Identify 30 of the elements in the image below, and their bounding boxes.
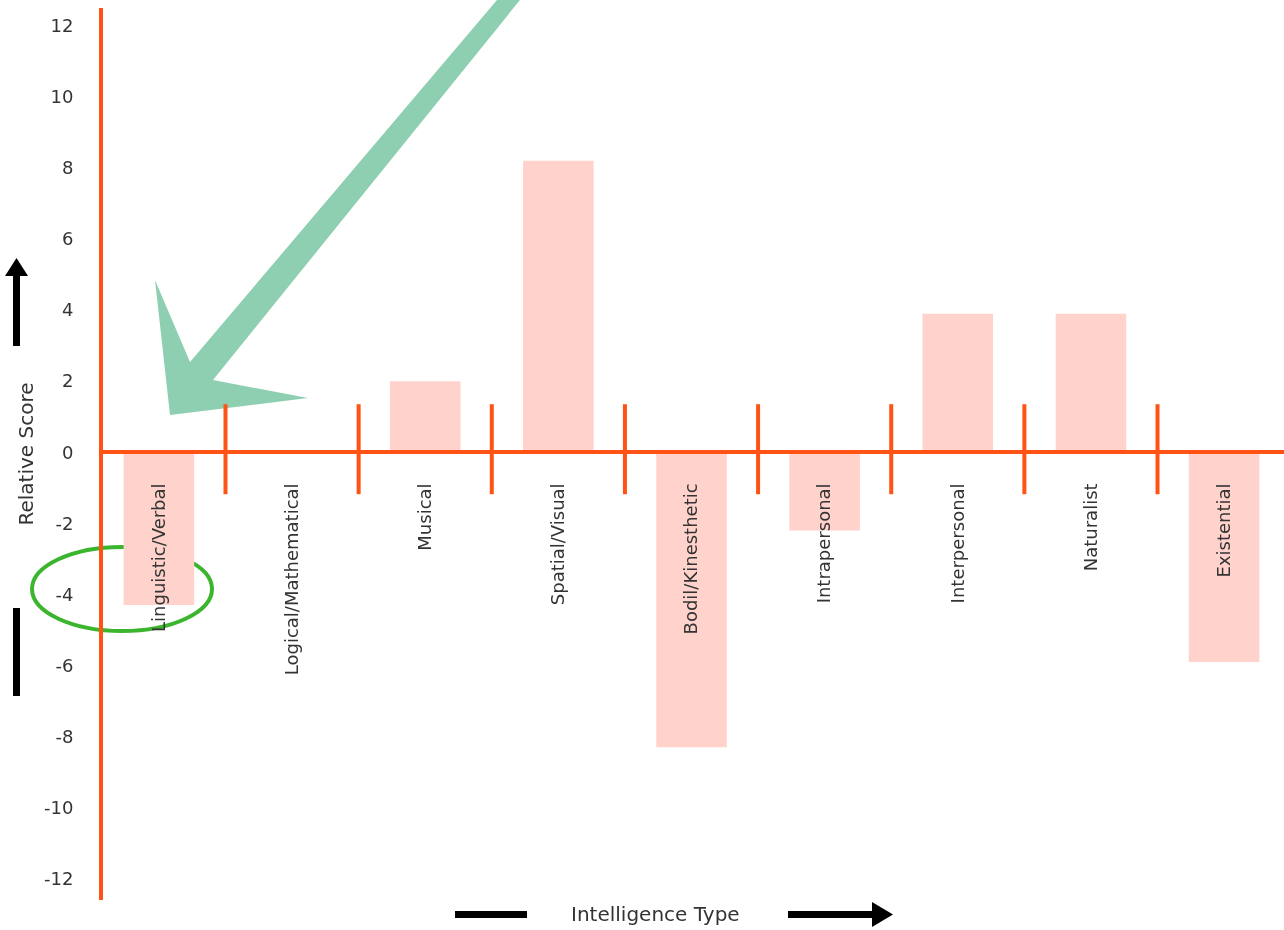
y-tick-label: -2 — [55, 512, 74, 534]
x-axis-title: Intelligence Type — [571, 902, 740, 926]
x-tick-label: Naturalist — [1079, 483, 1101, 572]
bar — [389, 381, 461, 453]
y-tick-label: 0 — [61, 441, 74, 463]
x-tick-label: Existential — [1212, 483, 1234, 578]
y-tick-label: -4 — [55, 583, 74, 605]
y-tick-label: -8 — [55, 725, 74, 747]
x-tick-label: Linguistic/Verbal — [147, 483, 169, 632]
y-tick-label: 4 — [61, 299, 74, 321]
y-tick-label: 2 — [61, 370, 74, 392]
x-tick-label: Spatial/Visual — [547, 483, 569, 606]
bar — [1188, 452, 1260, 662]
y-tick-label: 10 — [50, 86, 74, 108]
y-axis-title: Relative Score — [13, 382, 38, 526]
x-tick-label: Intrapersonal — [813, 483, 835, 604]
y-tick-label: 6 — [61, 228, 74, 250]
x-tick-label: Bodil/Kinesthetic — [680, 483, 702, 635]
bar — [523, 160, 594, 453]
y-tick-label: -12 — [43, 867, 74, 889]
x-tick-label: Interpersonal — [946, 483, 968, 604]
x-tick-label: Musical — [414, 483, 436, 551]
y-tick-label: 8 — [61, 157, 74, 179]
y-tick-label: -10 — [43, 796, 74, 818]
bar — [1055, 313, 1127, 453]
bar — [922, 313, 994, 453]
y-tick-label: -6 — [55, 654, 74, 676]
y-tick-label: 12 — [50, 15, 74, 37]
x-tick-label: Logical/Mathematical — [280, 483, 302, 676]
bar — [656, 452, 727, 748]
